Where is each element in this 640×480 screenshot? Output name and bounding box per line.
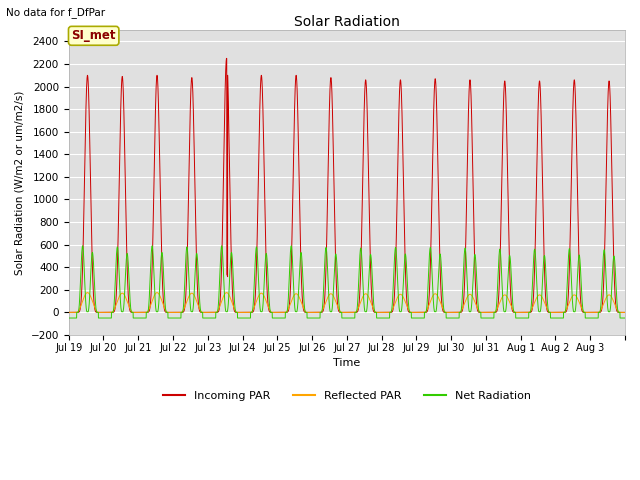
Y-axis label: Solar Radiation (W/m2 or um/m2/s): Solar Radiation (W/m2 or um/m2/s): [15, 90, 25, 275]
Legend: Incoming PAR, Reflected PAR, Net Radiation: Incoming PAR, Reflected PAR, Net Radiati…: [159, 387, 535, 406]
X-axis label: Time: Time: [333, 358, 360, 368]
Title: Solar Radiation: Solar Radiation: [294, 15, 400, 29]
Text: No data for f_DfPar: No data for f_DfPar: [6, 7, 106, 18]
Text: SI_met: SI_met: [72, 29, 116, 42]
